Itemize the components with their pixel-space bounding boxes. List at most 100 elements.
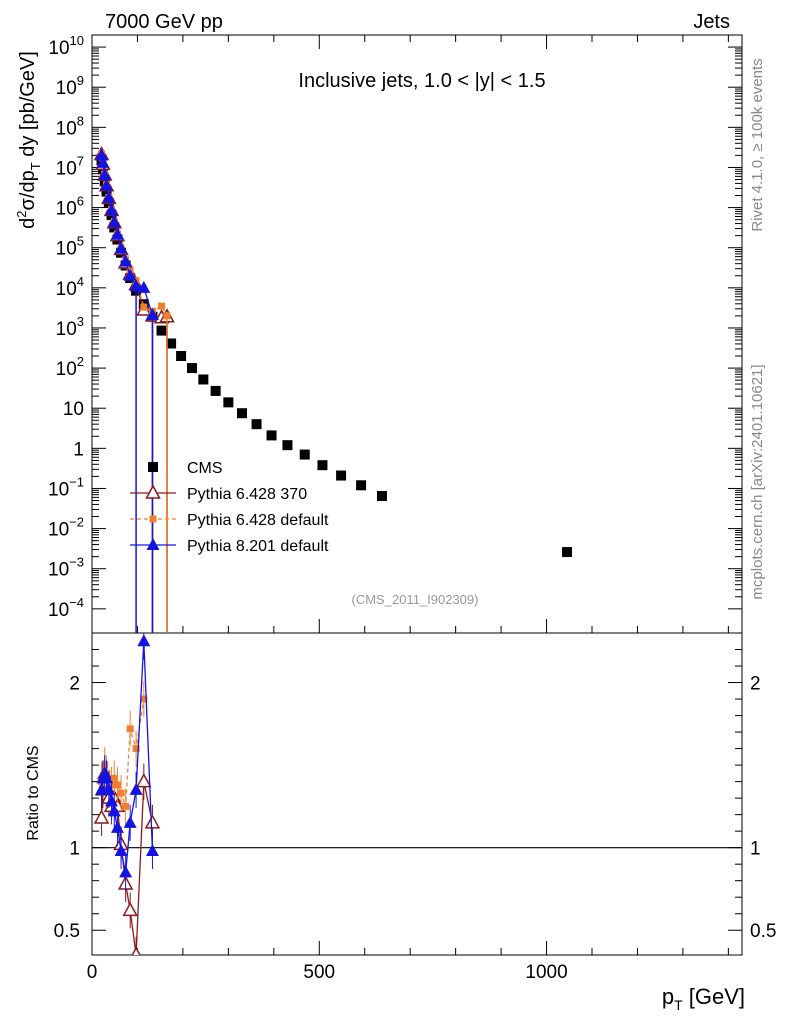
ratio-data-point xyxy=(136,773,152,788)
header-left: 7000 GeV pp xyxy=(105,11,223,33)
data-point xyxy=(98,167,112,180)
ratio-series-pythia-8-201-default xyxy=(95,633,159,891)
data-point xyxy=(129,279,143,292)
data-point xyxy=(210,385,221,396)
data-point xyxy=(107,215,121,228)
data-point xyxy=(251,419,262,430)
header-right: Jets xyxy=(693,11,730,33)
data-point xyxy=(137,280,151,293)
y-tick-label: 1 xyxy=(73,439,84,460)
data-point xyxy=(356,480,367,491)
y-tick-label: 104 xyxy=(56,274,84,300)
legend-label: Pythia 6.428 370 xyxy=(187,486,307,503)
legend-label: Pythia 8.201 default xyxy=(187,538,329,555)
data-point xyxy=(377,490,387,501)
series-cms xyxy=(96,155,572,558)
data-point xyxy=(299,449,310,460)
x-tick-label: 500 xyxy=(303,962,335,983)
analysis-label: (CMS_2011_I902309) xyxy=(352,592,479,607)
y-tick-label: 107 xyxy=(56,153,84,179)
ratio-y-tick-label: 2 xyxy=(69,674,80,695)
ratio-data-point xyxy=(105,794,119,807)
data-point xyxy=(123,268,137,281)
ratio-data-point xyxy=(102,782,116,795)
side-text-mcplots: mcplots.cern.ch [arXiv:2401.10621] xyxy=(749,364,766,599)
data-point xyxy=(336,470,347,481)
data-point xyxy=(119,254,133,267)
series-line xyxy=(100,153,168,317)
ratio-data-point xyxy=(137,634,151,647)
ratio-y-axis-label: Ratio to CMS xyxy=(25,745,42,840)
ratio-y-tick-label: 0.5 xyxy=(54,921,80,942)
ratio-y-tick-label: 1 xyxy=(69,839,80,860)
data-point xyxy=(158,302,166,310)
data-point xyxy=(266,430,277,441)
y-axis-label: d2σ/dpT dy [pb/GeV] xyxy=(14,51,43,229)
data-point xyxy=(95,148,109,161)
legend-marker xyxy=(149,515,157,523)
data-point xyxy=(101,186,112,197)
legend-marker xyxy=(148,462,158,472)
y-tick-label: 10−1 xyxy=(48,474,84,500)
data-point xyxy=(110,227,124,240)
data-point xyxy=(102,190,116,203)
legend: CMS Pythia 6.428 370 Pythia 6.428 default P… xyxy=(130,460,329,555)
ratio-data-point xyxy=(144,814,161,829)
data-point xyxy=(156,325,167,336)
data-point xyxy=(100,178,114,191)
ratio-data-point xyxy=(119,865,133,878)
y-tick-label: 10−3 xyxy=(48,555,84,581)
ratio-data-point xyxy=(110,820,124,833)
series-pythia-6-428-370 xyxy=(93,145,175,633)
data-point xyxy=(163,312,171,320)
ratio-y-tick-label-right: 0.5 xyxy=(750,921,776,942)
ratio-series-line xyxy=(100,641,154,873)
data-point xyxy=(237,408,247,419)
data-point xyxy=(187,363,197,374)
legend-label: Pythia 6.428 default xyxy=(187,512,329,529)
y-tick-label: 10−4 xyxy=(48,595,84,621)
y-tick-label: 102 xyxy=(56,354,84,380)
ratio-data-point xyxy=(117,789,125,797)
data-point xyxy=(223,397,234,408)
ratio-data-point xyxy=(114,843,128,856)
data-point xyxy=(145,308,159,321)
ratio-data-point xyxy=(100,771,114,784)
y-tick-label: 1010 xyxy=(48,33,84,59)
ratio-y-tick-label-right: 1 xyxy=(750,839,761,860)
ratio-plot-frame xyxy=(91,632,743,956)
ratio-data-point xyxy=(145,843,159,856)
data-point xyxy=(176,351,187,362)
data-point xyxy=(105,203,119,216)
ratio-y-tick-label-right: 2 xyxy=(750,674,761,695)
y-tick-label: 105 xyxy=(56,234,84,260)
ratio-data-point xyxy=(140,695,148,703)
x-axis-label: pT [GeV] xyxy=(662,984,745,1013)
legend-marker xyxy=(146,538,160,550)
series-pythia-6-428-default xyxy=(98,150,171,633)
data-point xyxy=(96,155,110,168)
ratio-data-point xyxy=(113,781,121,789)
legend-label: CMS xyxy=(187,460,223,477)
data-point xyxy=(140,303,148,311)
ratio-data-point xyxy=(132,745,140,753)
data-point xyxy=(114,241,128,254)
data-point xyxy=(317,460,328,471)
x-tick-label: 0 xyxy=(87,962,98,983)
y-tick-label: 109 xyxy=(56,73,84,99)
legend-marker xyxy=(145,484,161,499)
series-pythia-8-201-default xyxy=(95,148,159,633)
data-point xyxy=(562,547,572,558)
ratio-data-point xyxy=(93,809,110,824)
ratio-data-point xyxy=(110,774,118,782)
x-tick-label: 1000 xyxy=(525,962,567,983)
y-tick-label: 10−2 xyxy=(48,515,84,541)
data-point xyxy=(282,440,293,451)
ratio-data-point xyxy=(122,802,130,810)
data-point xyxy=(198,374,209,385)
y-tick-label: 103 xyxy=(56,314,84,340)
ratio-data-point xyxy=(129,782,143,795)
side-text-rivet: Rivet 4.1.0, ≥ 100k events xyxy=(749,58,766,231)
y-tick-label: 108 xyxy=(56,113,84,139)
